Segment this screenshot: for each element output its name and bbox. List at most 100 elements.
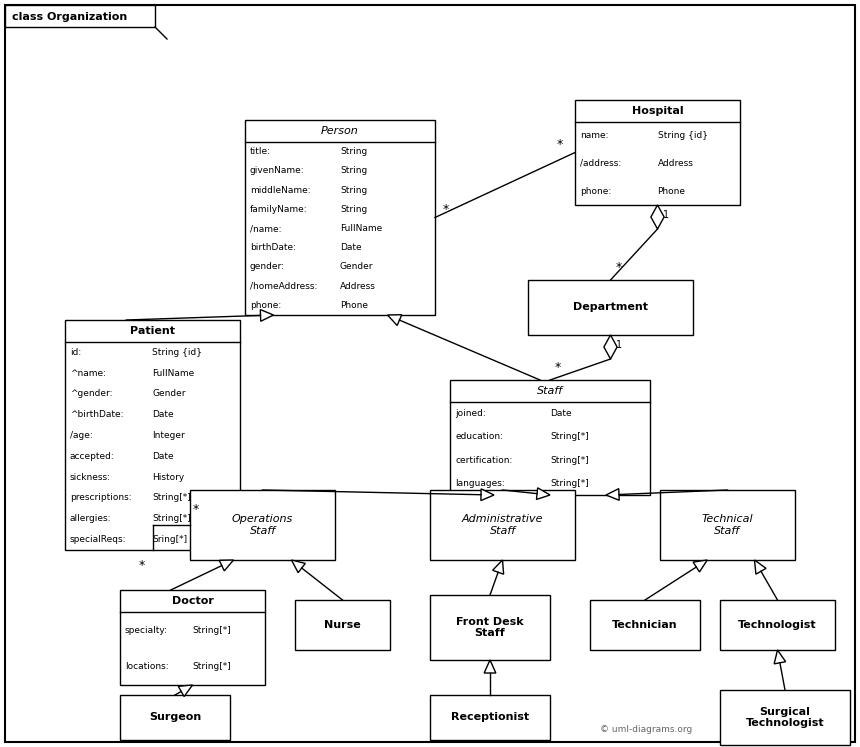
Text: Technician: Technician bbox=[612, 620, 678, 630]
Text: Surgical
Technologist: Surgical Technologist bbox=[746, 707, 825, 728]
Text: /address:: /address: bbox=[580, 159, 621, 168]
Polygon shape bbox=[481, 489, 494, 500]
Text: Technical
Staff: Technical Staff bbox=[702, 514, 753, 536]
Text: 1: 1 bbox=[616, 340, 622, 350]
Text: /age:: /age: bbox=[70, 431, 93, 440]
Text: Sring[*]: Sring[*] bbox=[152, 535, 187, 544]
Polygon shape bbox=[292, 560, 305, 573]
Bar bbox=[120, 695, 230, 740]
Text: Department: Department bbox=[573, 303, 648, 312]
Polygon shape bbox=[388, 314, 402, 326]
Text: sickness:: sickness: bbox=[70, 473, 111, 482]
Text: Date: Date bbox=[340, 244, 361, 252]
Bar bbox=[720, 600, 835, 650]
Bar bbox=[295, 600, 390, 650]
Polygon shape bbox=[261, 309, 273, 321]
Text: String[*]: String[*] bbox=[193, 626, 231, 635]
Bar bbox=[720, 690, 850, 745]
Text: Hospital: Hospital bbox=[632, 106, 684, 116]
Text: joined:: joined: bbox=[455, 409, 486, 418]
Text: ^name:: ^name: bbox=[70, 369, 106, 378]
Text: String[*]: String[*] bbox=[152, 514, 191, 524]
Text: Date: Date bbox=[152, 410, 174, 419]
Bar bbox=[575, 100, 740, 205]
Text: title:: title: bbox=[250, 147, 271, 156]
Polygon shape bbox=[754, 560, 766, 574]
Polygon shape bbox=[178, 685, 193, 696]
Text: Patient: Patient bbox=[130, 326, 175, 336]
Text: phone:: phone: bbox=[580, 187, 611, 196]
Text: String[*]: String[*] bbox=[550, 433, 589, 441]
Polygon shape bbox=[604, 335, 617, 359]
Text: Date: Date bbox=[152, 452, 174, 461]
Bar bbox=[450, 380, 650, 495]
Text: ^birthDate:: ^birthDate: bbox=[70, 410, 124, 419]
Polygon shape bbox=[651, 205, 664, 229]
Text: *: * bbox=[557, 138, 563, 151]
Text: specialReqs:: specialReqs: bbox=[70, 535, 126, 544]
Text: *: * bbox=[555, 362, 562, 374]
Text: Nurse: Nurse bbox=[324, 620, 361, 630]
Bar bbox=[528, 280, 693, 335]
Text: name:: name: bbox=[580, 131, 609, 140]
Text: Address: Address bbox=[340, 282, 376, 291]
Text: Integer: Integer bbox=[152, 431, 185, 440]
Text: /homeAddress:: /homeAddress: bbox=[250, 282, 317, 291]
Bar bbox=[430, 695, 550, 740]
Text: phone:: phone: bbox=[250, 301, 281, 310]
Text: Doctor: Doctor bbox=[171, 596, 213, 606]
Text: String[*]: String[*] bbox=[193, 663, 231, 672]
Text: certification:: certification: bbox=[455, 456, 513, 465]
Bar bbox=[245, 120, 435, 315]
Text: String: String bbox=[340, 205, 367, 214]
Polygon shape bbox=[484, 660, 496, 673]
Text: prescriptions:: prescriptions: bbox=[70, 494, 132, 503]
Text: Address: Address bbox=[658, 159, 693, 168]
Text: locations:: locations: bbox=[125, 663, 169, 672]
Text: FullName: FullName bbox=[152, 369, 194, 378]
Polygon shape bbox=[537, 488, 550, 500]
Text: ^gender:: ^gender: bbox=[70, 389, 113, 398]
Polygon shape bbox=[693, 560, 707, 572]
Text: gender:: gender: bbox=[250, 262, 285, 271]
Text: Date: Date bbox=[550, 409, 572, 418]
Text: *: * bbox=[193, 503, 200, 516]
Text: birthDate:: birthDate: bbox=[250, 244, 296, 252]
Text: Administrative
Staff: Administrative Staff bbox=[462, 514, 544, 536]
Text: String: String bbox=[340, 147, 367, 156]
Text: String[*]: String[*] bbox=[550, 479, 589, 488]
Bar bbox=[120, 590, 265, 685]
Text: Receptionist: Receptionist bbox=[451, 713, 529, 722]
Text: String: String bbox=[340, 185, 367, 194]
Text: Staff: Staff bbox=[537, 386, 563, 396]
Text: History: History bbox=[152, 473, 185, 482]
Text: Gender: Gender bbox=[340, 262, 373, 271]
Text: String[*]: String[*] bbox=[550, 456, 589, 465]
Text: id:: id: bbox=[70, 348, 81, 357]
Text: familyName:: familyName: bbox=[250, 205, 308, 214]
Text: String[*]: String[*] bbox=[152, 494, 191, 503]
Bar bbox=[430, 490, 575, 560]
FancyBboxPatch shape bbox=[5, 5, 155, 27]
Text: String {id}: String {id} bbox=[658, 131, 708, 140]
Bar bbox=[190, 490, 335, 560]
Text: © uml-diagrams.org: © uml-diagrams.org bbox=[600, 725, 692, 734]
Text: education:: education: bbox=[455, 433, 503, 441]
Text: /name:: /name: bbox=[250, 224, 281, 233]
Text: Person: Person bbox=[321, 126, 359, 136]
Text: *: * bbox=[616, 261, 622, 274]
Text: Phone: Phone bbox=[340, 301, 368, 310]
Bar bbox=[65, 320, 240, 550]
Text: class Organization: class Organization bbox=[12, 12, 127, 22]
Text: Operations
Staff: Operations Staff bbox=[232, 514, 293, 536]
Text: String: String bbox=[340, 167, 367, 176]
Polygon shape bbox=[493, 560, 504, 574]
Text: languages:: languages: bbox=[455, 479, 505, 488]
Bar bbox=[430, 595, 550, 660]
Polygon shape bbox=[606, 489, 619, 500]
Text: givenName:: givenName: bbox=[250, 167, 304, 176]
Text: middleName:: middleName: bbox=[250, 185, 310, 194]
Text: FullName: FullName bbox=[340, 224, 382, 233]
Text: Phone: Phone bbox=[658, 187, 685, 196]
Polygon shape bbox=[219, 560, 234, 571]
